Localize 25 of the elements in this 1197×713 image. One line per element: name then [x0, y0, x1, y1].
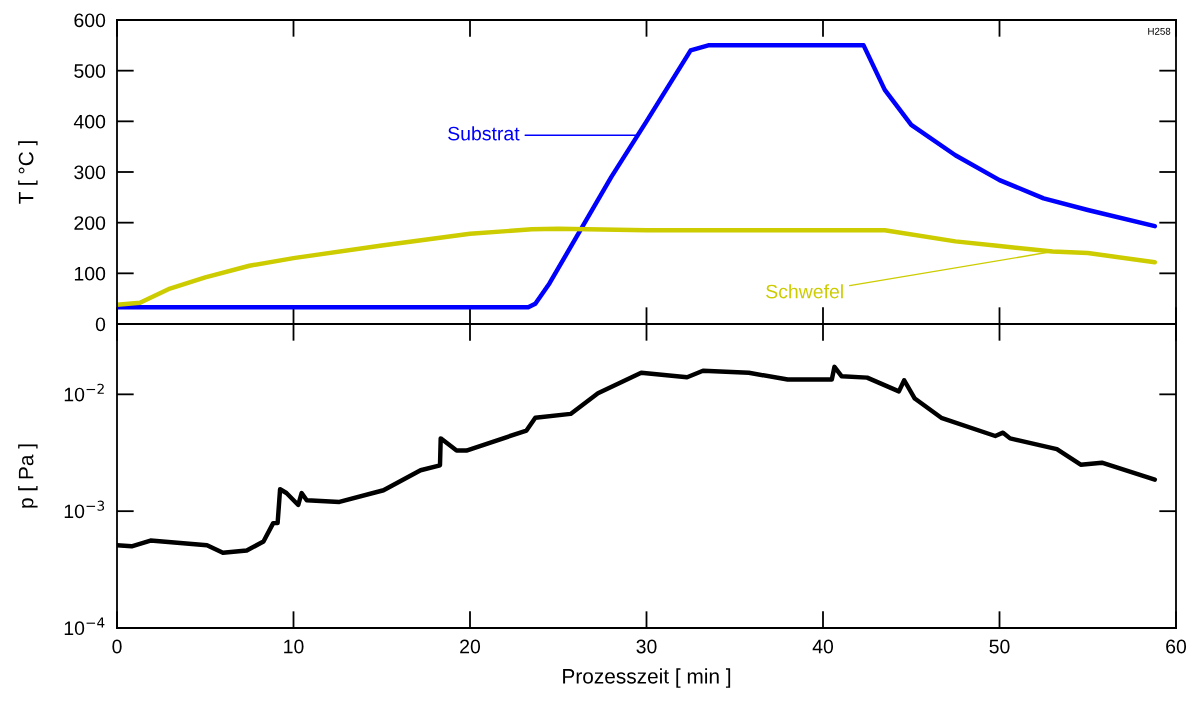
text: Substrat — [448, 126, 520, 141]
y-tick-label: 200 — [74, 216, 106, 230]
y-tick-label: 600 — [74, 13, 106, 28]
x-tick-label: 40 — [812, 639, 834, 654]
line-series — [117, 43, 1158, 310]
x-tick-label: 10 — [284, 639, 304, 654]
y-tick-label: 500 — [74, 64, 106, 78]
y-tick-label: 400 — [73, 114, 106, 129]
x-axis-title: Prozesszeit [ min ] — [563, 668, 731, 688]
y-tick-label: 10$^{−2}$ — [64, 383, 104, 402]
y-axis-title: T [ °C ] — [18, 141, 38, 204]
y-tick-label: 0 — [95, 317, 106, 332]
text: Schwefel — [766, 284, 843, 299]
y-axis-title: p [ Pa ] — [18, 444, 38, 508]
x-tick-label: 0 — [112, 639, 122, 654]
x-tick-label: 60 — [1166, 639, 1187, 654]
line-series — [117, 226, 1158, 307]
x-tick-label: 20 — [460, 639, 481, 654]
annotation: H258 — [1148, 27, 1171, 35]
x-tick-label: 50 — [989, 639, 1010, 654]
y-tick-label: 300 — [74, 165, 106, 180]
y-tick-label: 10$^{−3}$ — [64, 500, 105, 519]
y-tick-label: 100 — [74, 266, 106, 281]
x-tick-label: 30 — [636, 639, 657, 654]
y-tick-label: 10$^{−4}$ — [64, 617, 105, 636]
